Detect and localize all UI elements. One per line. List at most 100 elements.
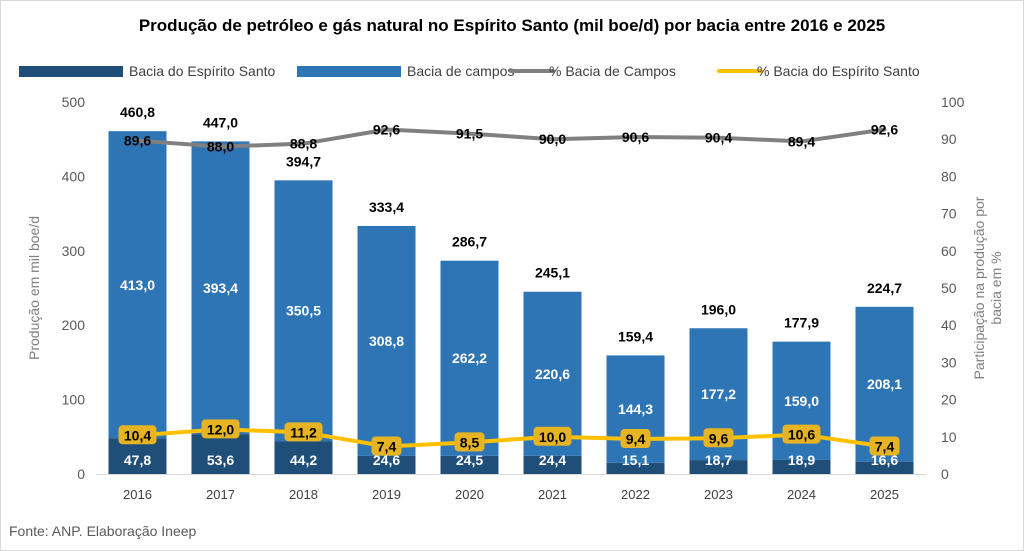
- y2-tick-label: 30: [941, 354, 957, 370]
- bar-label-campos: 393,4: [203, 280, 238, 296]
- point-label-pct-campos: 89,6: [124, 133, 151, 149]
- x-tick-label: 2016: [123, 487, 152, 502]
- bar-espirito-santo: [523, 455, 582, 474]
- x-tick-label: 2023: [704, 487, 733, 502]
- point-label-pct-campos: 89,4: [788, 133, 815, 149]
- y2-axis-title: Participação na produção porbacia em %: [971, 196, 1004, 379]
- bar-label-campos: 262,2: [452, 350, 487, 366]
- bar-label-espirito-santo: 53,6: [207, 452, 234, 468]
- y2-tick-label: 90: [941, 131, 957, 147]
- source-note: Fonte: ANP. Elaboração Ineep: [9, 523, 197, 539]
- bar-label-espirito-santo: 16,6: [871, 452, 898, 468]
- bar-espirito-santo: [274, 441, 333, 474]
- bar-label-campos: 220,6: [535, 366, 570, 382]
- point-label-pct-espirito-santo: 12,0: [207, 421, 234, 437]
- bar-label-campos: 208,1: [867, 376, 902, 392]
- bar-label-espirito-santo: 44,2: [290, 452, 317, 468]
- point-label-pct-campos: 90,0: [539, 131, 566, 147]
- bar-campos: [440, 260, 499, 456]
- y2-tick-label: 0: [941, 466, 949, 482]
- bar-label-espirito-santo: 18,7: [705, 452, 732, 468]
- y-tick-label: 100: [62, 392, 86, 408]
- point-label-pct-espirito-santo-bg: [454, 432, 485, 452]
- total-label: 159,4: [618, 328, 653, 344]
- bar-espirito-santo: [689, 460, 748, 474]
- right-axis: 0 10 20 30 40 50 60 70 80 90 100 Participação na pr…: [941, 94, 1004, 482]
- point-label-pct-espirito-santo: 7,4: [377, 438, 397, 454]
- y2-tick-label: 80: [941, 168, 957, 184]
- x-tick-label: 2021: [538, 487, 567, 502]
- point-label-pct-espirito-santo: 10,6: [788, 427, 815, 443]
- total-label: 224,7: [867, 280, 902, 296]
- y-tick-label: 400: [62, 168, 86, 184]
- y2-tick-label: 60: [941, 243, 957, 259]
- point-label-pct-espirito-santo-bg: [620, 429, 651, 449]
- bar-espirito-santo: [357, 455, 416, 474]
- legend-label-4: % Bacia do Espírito Santo: [757, 63, 920, 79]
- chart-title: Produção de petróleo e gás natural no Es…: [139, 16, 885, 35]
- y-tick-label: 500: [62, 94, 86, 110]
- bar-espirito-santo: [440, 455, 499, 474]
- labels: 47,8 413,0 460,8 53,6 393,4 447,0 44,2 350,5 394…: [118, 104, 902, 468]
- y-tick-label: 200: [62, 317, 86, 333]
- total-label: 286,7: [452, 234, 487, 250]
- bar-espirito-santo: [772, 459, 831, 474]
- total-label: 333,4: [369, 199, 404, 215]
- point-label-pct-espirito-santo-bg: [869, 436, 900, 456]
- total-label: 447,0: [203, 114, 238, 130]
- x-tick-label: 2018: [289, 487, 318, 502]
- total-label: 460,8: [120, 104, 155, 120]
- point-label-pct-espirito-santo: 8,5: [460, 434, 480, 450]
- total-label: 196,0: [701, 301, 736, 317]
- point-label-pct-campos: 91,5: [456, 126, 483, 142]
- point-label-pct-espirito-santo-bg: [533, 426, 572, 446]
- bars: [108, 131, 914, 474]
- point-label-pct-espirito-santo-bg: [703, 428, 734, 448]
- point-label-pct-campos: 92,6: [871, 122, 898, 138]
- legend-label-2: Bacia de campos: [407, 63, 514, 79]
- x-tick-label: 2020: [455, 487, 484, 502]
- point-label-pct-campos: 88,8: [290, 136, 317, 152]
- y-tick-label: 0: [77, 466, 85, 482]
- bar-espirito-santo: [108, 438, 167, 474]
- bar-label-espirito-santo: 15,1: [622, 452, 649, 468]
- y2-tick-label: 100: [941, 94, 965, 110]
- x-tick-label: 2017: [206, 487, 235, 502]
- point-label-pct-espirito-santo: 10,4: [124, 427, 151, 443]
- x-tick-label: 2025: [870, 487, 899, 502]
- x-axis: 2016 2017 2018 2019 2020 2021 2022 2023 2024 2025: [96, 474, 926, 502]
- point-label-pct-espirito-santo: 9,6: [709, 430, 729, 446]
- y2-tick-label: 40: [941, 317, 957, 333]
- point-label-pct-espirito-santo-bg: [782, 424, 821, 444]
- bar-label-campos: 159,0: [784, 393, 819, 409]
- point-label-pct-espirito-santo-bg: [371, 436, 402, 456]
- legend: Bacia do Espírito Santo Bacia de campos % …: [19, 63, 920, 79]
- y2-tick-label: 20: [941, 392, 957, 408]
- total-label: 394,7: [286, 153, 321, 169]
- x-tick-label: 2022: [621, 487, 650, 502]
- y2-tick-label: 10: [941, 429, 957, 445]
- lines: [135, 127, 887, 449]
- point-label-pct-espirito-santo-bg: [201, 419, 240, 439]
- bar-espirito-santo: [606, 462, 665, 474]
- point-label-pct-campos: 90,4: [705, 130, 732, 146]
- legend-label-1: Bacia do Espírito Santo: [129, 63, 276, 79]
- bar-label-espirito-santo: 24,5: [456, 452, 483, 468]
- point-label-pct-espirito-santo: 11,2: [290, 424, 317, 440]
- bar-label-campos: 308,8: [369, 333, 404, 349]
- bar-campos: [357, 225, 416, 456]
- total-label: 177,9: [784, 315, 819, 331]
- point-label-pct-espirito-santo: 9,4: [626, 431, 646, 447]
- bar-label-espirito-santo: 24,6: [373, 452, 400, 468]
- bar-campos: [108, 131, 167, 439]
- point-label-pct-espirito-santo: 10,0: [539, 429, 566, 445]
- legend-label-3: % Bacia de Campos: [549, 63, 676, 79]
- bar-campos: [855, 306, 914, 462]
- y2-tick-label: 70: [941, 206, 957, 222]
- bar-campos: [191, 141, 250, 435]
- bar-label-campos: 144,3: [618, 401, 653, 417]
- bar-label-campos: 177,2: [701, 386, 736, 402]
- point-label-pct-espirito-santo-bg: [118, 425, 157, 445]
